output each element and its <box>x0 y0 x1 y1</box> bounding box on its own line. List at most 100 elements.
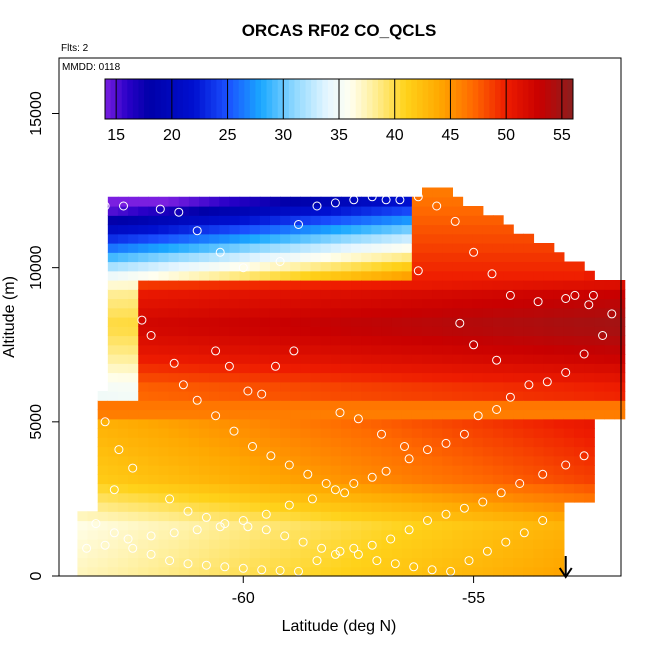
heatmap-cell <box>249 455 261 466</box>
heatmap-cell <box>97 483 109 494</box>
heatmap-cell <box>148 233 160 244</box>
heatmap-cell <box>209 465 220 475</box>
heatmap-cell <box>432 548 443 559</box>
heatmap-cell <box>239 474 251 485</box>
heatmap-cell <box>442 335 453 346</box>
heatmap-cell <box>229 317 241 327</box>
heatmap-cell <box>209 566 220 577</box>
colorbar-segment <box>500 79 507 119</box>
heatmap-cell <box>533 252 545 263</box>
heatmap-cell <box>452 437 464 448</box>
heatmap-cell <box>574 289 585 300</box>
heatmap-cell <box>381 548 393 559</box>
heatmap-cell <box>594 335 606 346</box>
heatmap-cell <box>249 400 261 411</box>
heatmap-cell <box>128 409 139 420</box>
heatmap-cell <box>533 409 545 420</box>
heatmap-cell <box>330 307 342 318</box>
heatmap-cell <box>259 409 271 420</box>
heatmap-cell <box>158 483 170 494</box>
heatmap-cell <box>199 289 210 300</box>
heatmap-cell <box>422 502 433 512</box>
heatmap-cell <box>330 520 342 531</box>
heatmap-cell <box>482 354 494 364</box>
heatmap-cell <box>300 252 312 263</box>
heatmap-cell <box>259 418 271 429</box>
heatmap-cell <box>97 520 109 531</box>
colorbar-segment <box>210 79 217 119</box>
heatmap-cell <box>543 307 555 318</box>
heatmap-cell <box>239 418 251 429</box>
heatmap-cell <box>594 400 606 411</box>
heatmap-cell <box>351 317 362 327</box>
heatmap-cell <box>280 557 291 568</box>
heatmap-cell <box>351 391 362 401</box>
heatmap-cell <box>371 289 383 300</box>
heatmap-cell <box>138 520 149 531</box>
heatmap-cell <box>472 566 484 577</box>
sample-point <box>220 562 230 572</box>
heatmap-cell <box>604 400 616 411</box>
heatmap-cell <box>209 483 220 494</box>
colorbar-segment <box>534 79 541 119</box>
sample-point <box>174 207 184 217</box>
heatmap-cell <box>219 215 231 226</box>
heatmap-cell <box>594 307 606 318</box>
heatmap-cell <box>361 529 372 540</box>
heatmap-cell <box>148 511 160 522</box>
heatmap-cell <box>77 520 89 531</box>
heatmap-cell <box>513 289 524 300</box>
heatmap-cell <box>209 233 220 244</box>
heatmap-cell <box>168 233 180 244</box>
heatmap-cell <box>300 354 312 364</box>
heatmap-cell <box>269 335 281 346</box>
heatmap-cell <box>168 428 180 438</box>
heatmap-cell <box>138 354 149 364</box>
y-tick-label: 5000 <box>28 404 45 440</box>
heatmap-cell <box>300 474 312 485</box>
heatmap-cell <box>361 206 372 216</box>
heatmap-cell <box>320 344 332 355</box>
heatmap-cell <box>442 557 453 568</box>
heatmap-cell <box>584 381 595 392</box>
heatmap-cell <box>462 252 474 263</box>
heatmap-cell <box>300 307 312 318</box>
sample-point <box>146 549 156 559</box>
heatmap-cell <box>584 344 595 355</box>
heatmap-cell <box>472 409 484 420</box>
heatmap-cell <box>269 196 281 207</box>
colorbar-segment <box>428 79 435 119</box>
heatmap-cell <box>422 409 433 420</box>
colorbar-segment <box>472 79 479 119</box>
heatmap-cell <box>340 446 352 457</box>
heatmap-cell <box>462 215 474 226</box>
heatmap-cell <box>107 446 119 457</box>
heatmap-cell <box>472 270 484 281</box>
heatmap-cell <box>310 539 322 549</box>
heatmap-cell <box>117 317 129 327</box>
heatmap-cell <box>340 502 352 512</box>
heatmap-cell <box>300 465 312 475</box>
heatmap-cell <box>148 224 160 235</box>
heatmap-cell <box>462 446 474 457</box>
heatmap-cell <box>371 391 383 401</box>
heatmap-cell <box>330 261 342 272</box>
heatmap-cell <box>482 372 494 383</box>
heatmap-cell <box>452 363 464 374</box>
heatmap-cell <box>422 474 433 485</box>
heatmap-cell <box>97 566 109 577</box>
sample-point <box>400 442 409 451</box>
heatmap-cell <box>411 502 423 512</box>
heatmap-cell <box>280 566 291 577</box>
heatmap-cell <box>533 483 545 494</box>
heatmap-cell <box>361 483 372 494</box>
heatmap-cell <box>300 418 312 429</box>
heatmap-cell <box>563 492 575 503</box>
heatmap-cell <box>543 548 555 559</box>
heatmap-cell <box>199 400 210 411</box>
heatmap-cell <box>239 270 251 281</box>
heatmap-cell <box>340 529 352 540</box>
heatmap-cell <box>229 446 241 457</box>
sample-point <box>487 269 497 279</box>
heatmap-cell <box>330 566 342 577</box>
